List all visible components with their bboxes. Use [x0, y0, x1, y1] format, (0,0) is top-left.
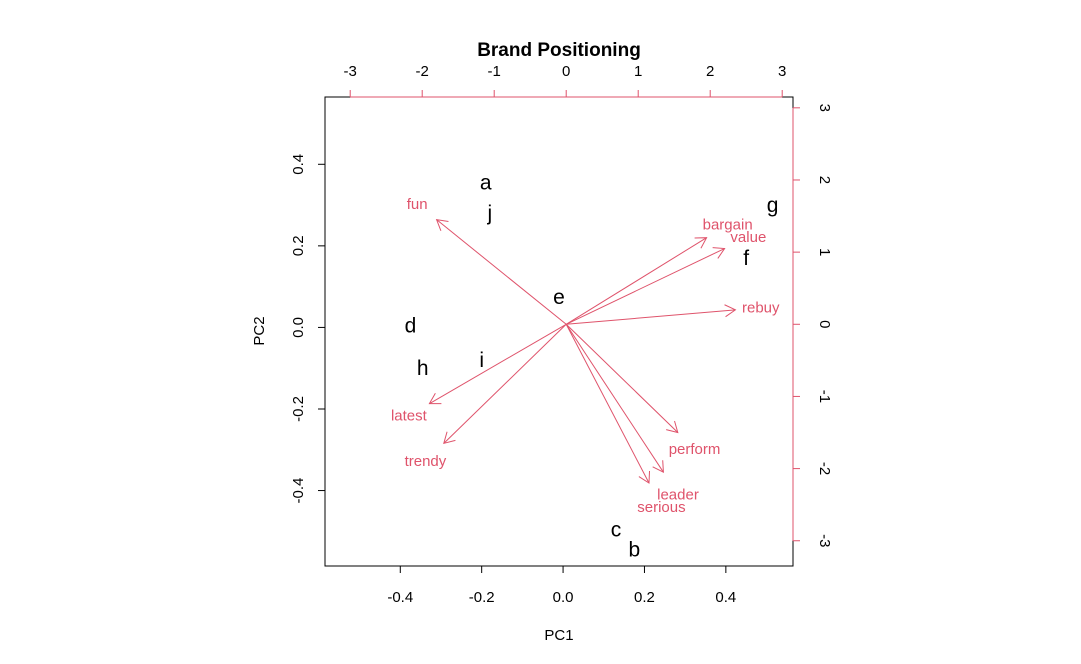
- loading-arrow-leader: [565, 324, 664, 473]
- left-tick-label: -0.2: [290, 396, 307, 422]
- observation-label-e: e: [553, 286, 565, 309]
- top-tick-label: 3: [778, 63, 786, 80]
- observation-label-c: c: [611, 518, 622, 541]
- observation-label-g: g: [767, 194, 779, 217]
- bottom-tick-label: 0.4: [715, 589, 736, 606]
- loading-label-serious: serious: [637, 499, 685, 516]
- top-tick-label: 2: [706, 63, 714, 80]
- loading-arrow-trendy: [443, 323, 567, 444]
- loading-arrow-perform: [565, 323, 679, 433]
- chart-title: Brand Positioning: [477, 40, 641, 61]
- top-tick-label: -2: [416, 63, 429, 80]
- observation-label-i: i: [479, 349, 484, 372]
- right-tick-label: -3: [816, 534, 833, 547]
- top-tick-label: -3: [344, 63, 357, 80]
- loading-label-fun: fun: [407, 196, 428, 213]
- observation-label-a: a: [480, 172, 492, 195]
- loading-arrowhead-value: [712, 247, 726, 259]
- observation-label-f: f: [743, 247, 749, 270]
- loading-label-trendy: trendy: [405, 453, 447, 470]
- loading-arrow-latest: [429, 323, 567, 405]
- left-tick-label: 0.4: [290, 154, 307, 175]
- observation-labels: aj g f e dh i cb: [405, 172, 779, 562]
- observation-label-b: b: [628, 539, 640, 562]
- loading-arrowhead-bargain: [694, 237, 708, 249]
- right-tick-label: 3: [816, 104, 833, 112]
- loading-label-bargain: bargain: [703, 217, 753, 234]
- observation-label-d: d: [405, 314, 417, 337]
- loading-arrowhead-perform: [666, 420, 679, 434]
- loading-label-rebuy: rebuy: [742, 300, 780, 317]
- loading-arrowhead-leader: [652, 460, 664, 474]
- y-axis-label: PC2: [251, 316, 268, 345]
- loading-arrowhead-fun: [435, 219, 449, 232]
- loading-arrow-fun: [436, 219, 567, 325]
- right-tick-label: 1: [816, 248, 833, 256]
- bottom-tick-label: 0.2: [634, 589, 655, 606]
- bottom-tick-label: -0.2: [469, 589, 495, 606]
- loading-arrowhead-trendy: [443, 431, 456, 445]
- top-tick-label: -1: [488, 63, 501, 80]
- loading-arrow-bargain: [565, 237, 707, 325]
- observation-label-h: h: [417, 357, 429, 380]
- loading-label-perform: perform: [669, 441, 721, 458]
- right-tick-label: -2: [816, 462, 833, 475]
- loading-arrowhead-serious: [638, 471, 651, 484]
- bottom-tick-label: 0.0: [553, 589, 574, 606]
- left-tick-label: -0.4: [290, 478, 307, 504]
- loading-arrow-serious: [565, 324, 650, 484]
- right-tick-label: 0: [816, 320, 833, 328]
- observation-label-j: j: [486, 202, 492, 225]
- loading-arrow-rebuy: [566, 309, 736, 325]
- bottom-tick-label: -0.4: [387, 589, 413, 606]
- loading-label-latest: latest: [391, 408, 428, 425]
- loading-arrows: [428, 219, 737, 484]
- loading-label-value: value: [730, 229, 766, 246]
- x-axis-label: PC1: [544, 627, 573, 644]
- loading-arrow-value: [565, 248, 725, 325]
- left-tick-label: 0.0: [290, 317, 307, 338]
- top-tick-label: 1: [634, 63, 642, 80]
- top-tick-label: 0: [562, 63, 570, 80]
- right-tick-label: -1: [816, 390, 833, 403]
- loading-arrowhead-latest: [428, 392, 442, 405]
- axis-ticks: -0.4 -0.2 0.0 0.2 0.4 -0.4 -0.2 0.0 0.2 0.4 -3 -2 -1…: [290, 63, 833, 606]
- loading-arrowhead-rebuy: [724, 304, 737, 318]
- right-tick-label: 2: [816, 176, 833, 184]
- left-tick-label: 0.2: [290, 235, 307, 256]
- loading-label-leader: leader: [657, 486, 699, 503]
